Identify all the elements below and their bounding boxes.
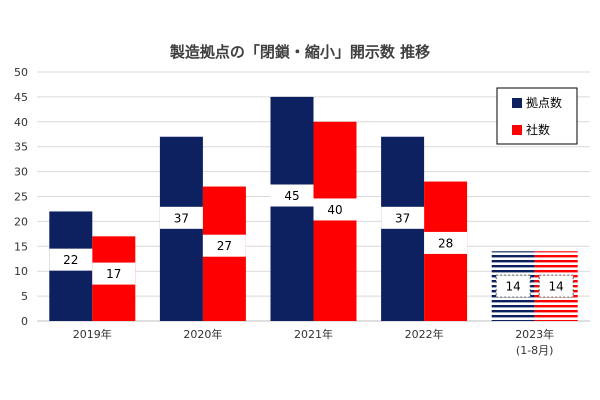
data-label-box	[538, 274, 574, 298]
chart-title: 製造拠点の「閉鎖・縮小」開示数 推移	[169, 43, 430, 61]
x-category-label: 2020年	[183, 327, 222, 341]
legend-box	[496, 87, 578, 145]
data-label-box	[313, 198, 357, 221]
legend-swatch	[512, 98, 522, 108]
data-label: 40	[327, 203, 342, 217]
y-tick-label: 10	[14, 265, 28, 278]
data-label-box	[159, 206, 203, 229]
data-label: 22	[63, 253, 78, 267]
legend-swatch	[512, 125, 522, 135]
x-category-label: 2021年	[294, 327, 333, 341]
bar-拠点数	[159, 136, 203, 321]
data-label-box	[49, 248, 93, 271]
y-tick-label: 5	[21, 290, 28, 303]
bar-拠点数	[381, 136, 425, 321]
y-tick-label: 45	[14, 91, 28, 104]
data-label: 17	[106, 267, 121, 281]
x-axis: 2019年 2020年 2021年 2022年 2023年 (1-8月)	[73, 327, 554, 357]
data-label: 28	[438, 236, 453, 250]
y-tick-label: 20	[14, 215, 28, 228]
y-tick-label: 25	[14, 191, 28, 204]
data-label: 45	[284, 189, 299, 203]
x-category-label: 2023年	[515, 327, 554, 341]
data-label: 14	[549, 280, 564, 294]
y-axis: 0 5 10 15 20 25 30 35 40 45 50	[14, 66, 28, 328]
y-tick-label: 40	[14, 116, 28, 129]
y-tick-label: 0	[21, 315, 28, 328]
legend-entry: 拠点数	[526, 95, 562, 110]
data-label-box	[381, 206, 425, 229]
x-category-label: 2019年	[73, 327, 112, 341]
data-label: 37	[174, 211, 189, 225]
x-category-sublabel: (1-8月)	[516, 344, 554, 357]
data-label-box	[270, 184, 314, 207]
x-category-label: 2022年	[405, 327, 444, 341]
y-tick-label: 30	[14, 166, 28, 179]
data-label-box	[424, 231, 468, 254]
data-label: 14	[506, 280, 521, 294]
y-tick-label: 15	[14, 240, 28, 253]
legend-entry: 社数	[526, 122, 550, 137]
data-label-box	[202, 234, 246, 257]
data-label-box	[495, 274, 531, 298]
data-label-box	[92, 262, 136, 285]
data-label: 27	[217, 239, 232, 253]
y-tick-label: 50	[14, 66, 28, 79]
bar-拠点数	[270, 96, 314, 322]
y-tick-label: 35	[14, 141, 28, 154]
bar-社数	[313, 121, 357, 321]
data-labels: 22 17 37 27 45 40 37 28 14 14	[49, 184, 574, 298]
data-label: 37	[395, 211, 410, 225]
